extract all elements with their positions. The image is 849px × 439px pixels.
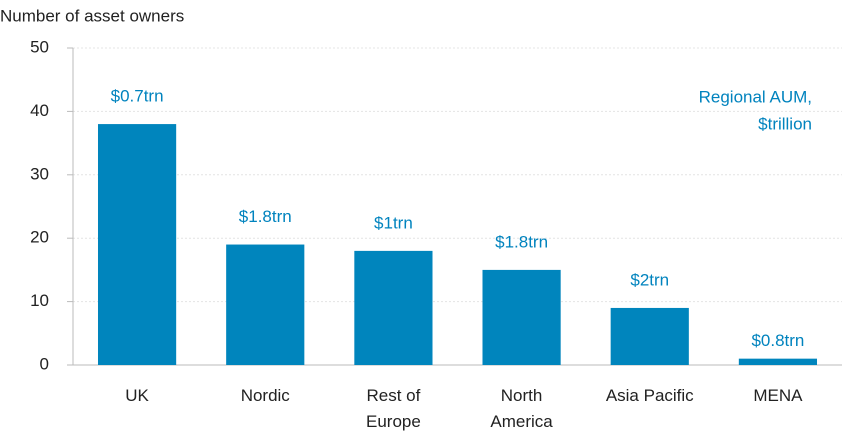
bar	[226, 244, 305, 365]
bar	[738, 358, 818, 365]
y-tick-label: 20	[30, 228, 49, 247]
x-tick-label: North America	[490, 386, 553, 431]
bar	[97, 124, 177, 365]
bar	[354, 250, 433, 365]
bar	[610, 307, 689, 365]
x-tick-label: Rest of Europe	[365, 386, 421, 431]
y-tick-label: 40	[30, 101, 49, 120]
aum-label: $2trn	[630, 270, 669, 289]
x-tick-label: Nordic	[240, 386, 290, 405]
aum-label: $1.8trn	[239, 207, 292, 226]
x-tick-label: Asia Pacific	[605, 386, 694, 405]
bar	[482, 269, 561, 365]
y-tick-label: 0	[40, 354, 49, 373]
aum-label: $1.8trn	[495, 232, 548, 251]
aum-label: $0.8trn	[751, 331, 804, 350]
y-axis-title: Number of asset owners	[0, 6, 184, 25]
annotation: $trillion	[758, 114, 812, 133]
aum-label: $1trn	[374, 213, 413, 232]
x-tick-label: UK	[125, 386, 149, 405]
x-tick-label: MENA	[753, 386, 803, 405]
y-tick-label: 30	[30, 164, 49, 183]
aum-label: $0.7trn	[111, 87, 164, 106]
y-tick-label: 10	[30, 291, 49, 310]
annotation: Regional AUM,	[699, 87, 812, 106]
y-tick-label: 50	[30, 37, 49, 56]
